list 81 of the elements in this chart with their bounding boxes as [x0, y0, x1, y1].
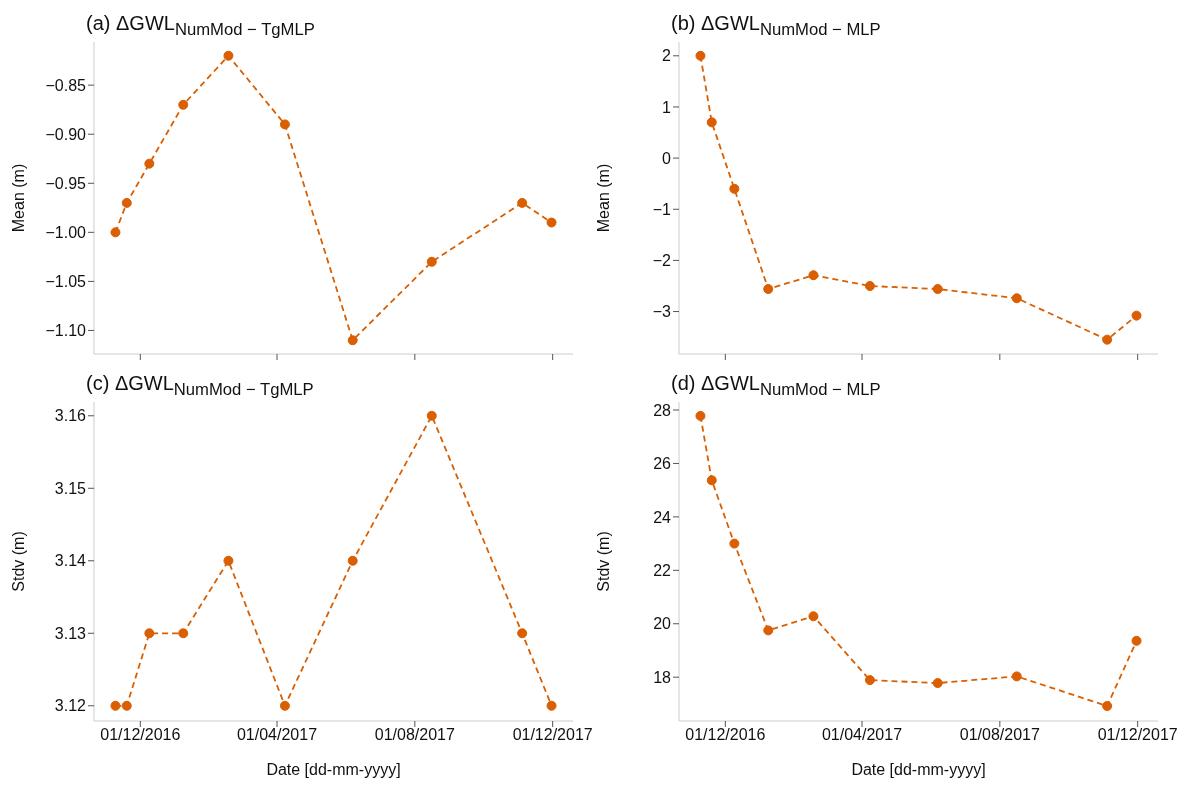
point: [932, 678, 943, 689]
point: [1102, 334, 1113, 345]
y-tick-label: 18: [653, 668, 672, 686]
point: [763, 284, 774, 295]
chart-title: (d) ΔGWL$_{NumMod − MLP}$: [670, 371, 882, 399]
point: [695, 50, 706, 61]
point: [864, 280, 875, 291]
y-tick-label: 20: [653, 615, 672, 633]
point: [426, 256, 437, 267]
x-tick-label: 01/04/2017: [821, 726, 903, 744]
point: [121, 197, 132, 208]
y-tick-label: 22: [653, 562, 672, 579]
x-tick-label: 01/12/2016: [685, 726, 766, 744]
y-tick-label: −1.10: [45, 322, 87, 340]
y-tick-label: −0.85: [45, 76, 87, 94]
point: [178, 99, 189, 110]
chart-title: (b) ΔGWL$_{NumMod − MLP}$: [670, 11, 882, 39]
point: [729, 183, 740, 194]
point: [1131, 310, 1142, 321]
point: [110, 227, 121, 238]
y-tick-label: 0: [662, 149, 672, 167]
point: [808, 270, 819, 281]
y-axis-title: Mean (m): [9, 163, 27, 233]
point: [808, 611, 819, 622]
y-axis-title: Mean (m): [594, 163, 612, 233]
y-axis-title: Stdv (m): [9, 531, 27, 592]
point: [517, 197, 528, 208]
x-axis-title: Date [dd-mm-yyyy]: [851, 761, 986, 778]
point: [121, 700, 132, 711]
y-tick-label: 3.15: [54, 479, 87, 497]
y-tick-label: 3.16: [54, 407, 87, 425]
point: [223, 555, 234, 566]
point: [144, 628, 155, 639]
point: [864, 675, 875, 686]
point: [1102, 701, 1113, 712]
y-tick-label: −1: [652, 200, 672, 218]
x-tick-label: 01/12/2016: [100, 726, 181, 744]
y-tick-label: 1: [662, 98, 672, 116]
y-tick-label: 24: [653, 508, 672, 526]
point: [144, 158, 155, 169]
point: [347, 335, 358, 346]
y-tick-label: 28: [653, 401, 672, 419]
x-tick-label: 01/08/2017: [374, 726, 455, 744]
y-tick-label: −2: [652, 252, 672, 270]
y-tick-label: −0.90: [45, 125, 87, 143]
point: [546, 217, 557, 228]
chart-title: (c) ΔGWL$_{NumMod − TgMLP}$: [85, 371, 315, 399]
point: [1131, 635, 1142, 646]
point: [763, 625, 774, 636]
y-tick-label: −0.95: [45, 174, 87, 192]
y-axis-title: Stdv (m): [594, 531, 612, 592]
point: [729, 538, 740, 549]
point: [695, 410, 706, 421]
point: [110, 700, 121, 711]
point: [1011, 671, 1022, 682]
x-tick-label: 01/12/2017: [1097, 726, 1178, 744]
x-tick-label: 01/08/2017: [959, 726, 1040, 744]
point: [1011, 293, 1022, 304]
x-tick-label: 01/04/2017: [236, 726, 318, 744]
y-tick-label: −1.05: [45, 273, 87, 291]
x-axis-title: Date [dd-mm-yyyy]: [266, 761, 401, 778]
y-tick-label: 3.13: [54, 624, 87, 642]
y-tick-label: 3.12: [54, 697, 87, 715]
y-tick-label: 3.14: [54, 552, 87, 570]
point: [279, 119, 290, 130]
point: [517, 628, 528, 639]
y-tick-label: −1.00: [45, 224, 87, 242]
y-tick-label: −3: [652, 303, 672, 321]
x-tick-label: 01/12/2017: [512, 726, 593, 744]
point: [279, 700, 290, 711]
point: [706, 475, 717, 486]
point: [178, 628, 189, 639]
chart-title: (a) ΔGWL$_{NumMod − TgMLP}$: [85, 11, 316, 39]
point: [932, 284, 943, 295]
point: [546, 700, 557, 711]
point: [223, 50, 234, 61]
point: [426, 410, 437, 421]
y-tick-label: 26: [653, 455, 672, 473]
y-tick-label: 2: [662, 47, 672, 65]
point: [706, 117, 717, 128]
point: [347, 555, 358, 566]
